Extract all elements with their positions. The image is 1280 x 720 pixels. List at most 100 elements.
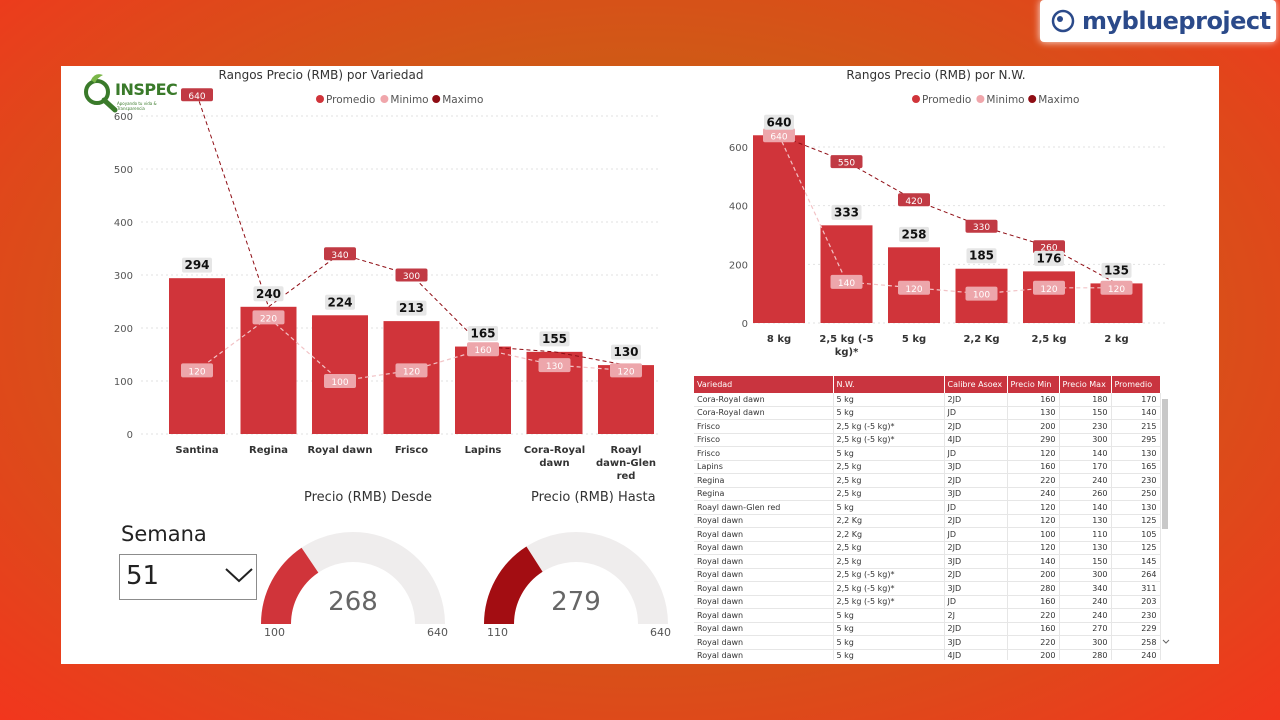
data-label-maximo-bg bbox=[181, 88, 213, 102]
table-cell: 264 bbox=[1111, 568, 1161, 582]
data-label-minimo: 220 bbox=[260, 314, 277, 324]
table-row: Regina 2,5 kg 2JD 220 240 230 bbox=[694, 473, 1161, 488]
table-cell: 260 bbox=[1059, 487, 1112, 501]
legend-marker-minimo bbox=[976, 95, 985, 103]
data-label-promedio: 240 bbox=[256, 287, 281, 301]
data-label-minimo: 100 bbox=[973, 291, 990, 301]
table-cell: 3JD bbox=[944, 460, 1008, 474]
column-header[interactable]: Calibre Asoex bbox=[944, 376, 1008, 393]
table-cell: 300 bbox=[1059, 433, 1112, 447]
table-cell: 300 bbox=[1059, 635, 1112, 650]
x-category-label: Cora-Royal bbox=[524, 445, 585, 456]
table-cell: Regina bbox=[694, 473, 834, 488]
table-cell: 160 bbox=[1007, 393, 1060, 407]
data-label-promedio: 640 bbox=[766, 115, 791, 129]
table-scrollbar[interactable] bbox=[1162, 393, 1170, 655]
data-label-promedio-bg bbox=[396, 300, 427, 316]
semana-dropdown[interactable]: 51 bbox=[119, 554, 257, 600]
data-label-minimo-bg bbox=[610, 363, 642, 378]
brand-name: myblueproject bbox=[1082, 7, 1271, 35]
table-cell: 5 kg bbox=[833, 608, 945, 623]
column-header[interactable]: Promedio bbox=[1111, 376, 1161, 393]
table-cell: 100 bbox=[1007, 527, 1060, 542]
data-label-minimo: 120 bbox=[1108, 285, 1125, 295]
x-category-label: Lapins bbox=[465, 445, 502, 456]
table-cell: Royal dawn bbox=[694, 554, 834, 569]
table-row: Royal dawn 2,2 Kg 2JD 120 130 125 bbox=[694, 514, 1161, 528]
y-tick-label: 400 bbox=[114, 218, 133, 229]
table-cell: 3JD bbox=[944, 487, 1008, 501]
table-cell: 120 bbox=[1007, 500, 1060, 515]
scrollbar-thumb[interactable] bbox=[1162, 399, 1168, 529]
table-row: Royal dawn 5 kg 2JD 160 270 229 bbox=[694, 622, 1161, 636]
table-cell: Royal dawn bbox=[694, 649, 834, 660]
table-cell: 215 bbox=[1111, 419, 1161, 434]
table-cell: JD bbox=[944, 595, 1008, 609]
data-label-minimo: 120 bbox=[905, 285, 922, 295]
y-tick-label: 400 bbox=[729, 202, 748, 213]
table-cell: 270 bbox=[1059, 622, 1112, 636]
data-label-promedio: 258 bbox=[901, 227, 926, 241]
data-label-promedio: 185 bbox=[969, 249, 994, 263]
table-cell: JD bbox=[944, 446, 1008, 461]
table-cell: 2JD bbox=[944, 393, 1008, 407]
data-label-maximo-bg bbox=[898, 193, 930, 207]
table-cell: 105 bbox=[1111, 527, 1161, 542]
y-tick-label: 200 bbox=[114, 324, 133, 335]
table-cell: 200 bbox=[1007, 649, 1060, 660]
line-minimo bbox=[778, 135, 1117, 295]
table-cell: 2JD bbox=[944, 541, 1008, 555]
table-cell: Roayl dawn-Glen red bbox=[694, 500, 834, 515]
chart-title: Rangos Precio (RMB) por Variedad bbox=[219, 68, 424, 82]
x-category-label: 2,2 Kg bbox=[963, 334, 999, 345]
table-cell: Royal dawn bbox=[694, 541, 834, 555]
column-header[interactable]: Precio Min bbox=[1007, 376, 1060, 393]
table-cell: 2,5 kg (-5 kg)* bbox=[833, 595, 945, 609]
table-cell: 150 bbox=[1059, 406, 1112, 420]
x-category-label: 5 kg bbox=[902, 334, 926, 345]
legend-label-minimo: Minimo bbox=[390, 94, 428, 106]
data-label-minimo-bg bbox=[467, 342, 499, 357]
data-label-maximo-bg bbox=[324, 247, 356, 261]
table-cell: 5 kg bbox=[833, 500, 945, 515]
table-row: Royal dawn 5 kg 3JD 220 300 258 bbox=[694, 635, 1161, 650]
table-cell: 150 bbox=[1059, 554, 1112, 569]
table-cell: Lapins bbox=[694, 460, 834, 474]
table-cell: 130 bbox=[1059, 514, 1112, 528]
x-category-label: 2,5 kg (-5 bbox=[819, 334, 873, 345]
brand-logo-icon bbox=[1051, 9, 1075, 33]
x-category-label: dawn bbox=[539, 458, 569, 469]
column-header[interactable]: Variedad bbox=[694, 376, 834, 393]
table-row: Frisco 5 kg JD 120 140 130 bbox=[694, 446, 1161, 461]
table-cell: Frisco bbox=[694, 419, 834, 434]
data-label-promedio: 165 bbox=[470, 327, 495, 341]
table-cell: 125 bbox=[1111, 514, 1161, 528]
column-header[interactable]: Precio Max bbox=[1059, 376, 1112, 393]
table-cell: 140 bbox=[1111, 406, 1161, 420]
brand-badge: myblueproject bbox=[1040, 0, 1276, 42]
data-label-minimo-bg bbox=[763, 128, 795, 143]
table-cell: 220 bbox=[1007, 635, 1060, 650]
table-cell: 180 bbox=[1059, 393, 1112, 407]
table-cell: 160 bbox=[1007, 595, 1060, 609]
table-cell: 2J bbox=[944, 608, 1008, 623]
table-cell: Royal dawn bbox=[694, 568, 834, 582]
gauge-desde-title: Precio (RMB) Desde bbox=[304, 490, 432, 505]
table-cell: 5 kg bbox=[833, 622, 945, 636]
data-label-promedio: 135 bbox=[1104, 263, 1129, 277]
table-cell: Royal dawn bbox=[694, 581, 834, 596]
column-header[interactable]: N.W. bbox=[833, 376, 945, 393]
data-label-minimo: 120 bbox=[1040, 285, 1057, 295]
data-label-promedio-bg bbox=[831, 204, 862, 220]
table-cell: 240 bbox=[1111, 649, 1161, 660]
data-label-maximo: 420 bbox=[905, 197, 922, 207]
scroll-down-icon[interactable] bbox=[1162, 639, 1170, 645]
gauge-max-label: 640 bbox=[427, 626, 448, 636]
table-cell: Royal dawn bbox=[694, 527, 834, 542]
gauge-max-label: 640 bbox=[650, 626, 671, 636]
table-cell: Cora-Royal dawn bbox=[694, 393, 834, 407]
data-label-promedio: 333 bbox=[834, 205, 859, 219]
data-label-minimo: 120 bbox=[188, 367, 205, 377]
table-row: Frisco 2,5 kg (-5 kg)* 4JD 290 300 295 bbox=[694, 433, 1161, 447]
table-cell: 340 bbox=[1059, 581, 1112, 596]
